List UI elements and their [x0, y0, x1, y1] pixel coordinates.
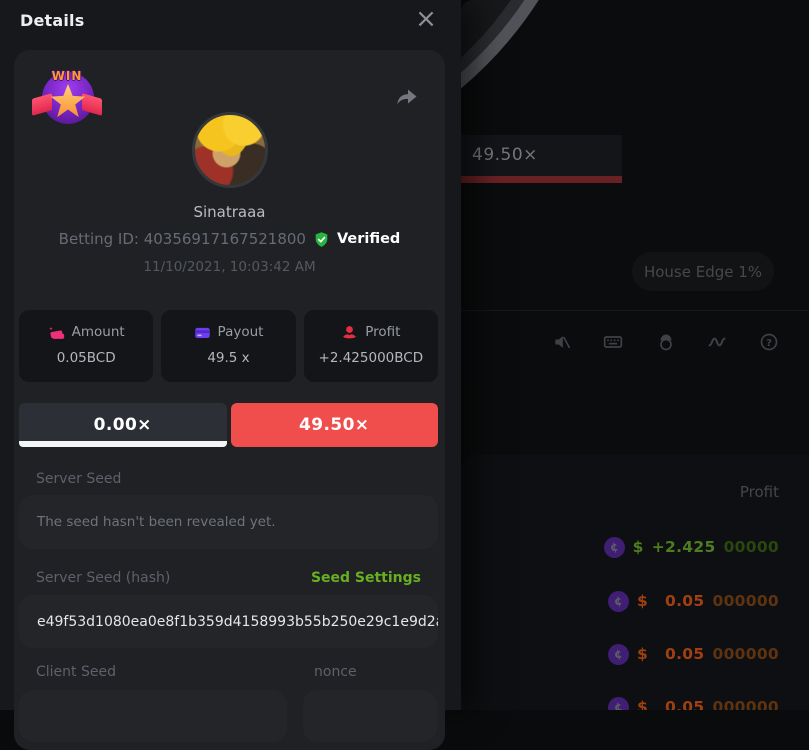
profit-value: 0.05	[665, 698, 705, 710]
stat-label: Payout	[217, 324, 264, 340]
server-seed-hash-input[interactable]: e49f53d1080ea0e8f1b359d4158993b55b250e29…	[19, 595, 438, 648]
profit-value-trailing: 000000	[712, 645, 779, 663]
server-seed-hash-label: Server Seed (hash)	[36, 570, 171, 586]
bets-table-panel: Profit ¢ $ +2.425 00000 ¢ $0.05 000000 ¢ $0…	[461, 455, 809, 710]
server-seed-label: Server Seed	[36, 471, 122, 487]
house-edge-badge[interactable]: House Edge 1%	[632, 252, 774, 291]
stat-label: Profit	[365, 324, 401, 340]
stat-value: 49.5 x	[207, 350, 250, 366]
verified-shield-icon	[313, 231, 330, 248]
card-icon	[194, 325, 211, 340]
profit-value: 0.05	[665, 592, 705, 610]
profit-value: +2.425	[651, 538, 716, 556]
currency-symbol: $	[636, 645, 649, 663]
share-icon[interactable]	[395, 86, 419, 108]
coin-icon: ¢	[607, 643, 629, 665]
profit-value-trailing: 000000	[712, 592, 779, 610]
profit-value-trailing: 00000	[723, 538, 779, 556]
client-seed-input[interactable]	[19, 690, 287, 742]
profit-value: 0.05	[665, 645, 705, 663]
stat-value: 0.05BCD	[56, 350, 116, 366]
bet-row[interactable]: ¢ $0.05 000000	[607, 693, 779, 710]
multiplier-row: 0.00× 49.50×	[19, 403, 438, 447]
betting-id-row: Betting ID: 40356917167521800 Verified	[14, 230, 445, 248]
start-multiplier: 0.00×	[19, 403, 227, 447]
win-badge-icon: WIN	[32, 66, 102, 130]
betting-id: Betting ID: 40356917167521800	[58, 230, 306, 248]
trends-icon[interactable]	[707, 332, 727, 352]
game-toolbar: ?	[461, 310, 809, 372]
stat-profit: Profit +2.425000BCD	[303, 310, 438, 382]
modal-title: Details	[20, 11, 85, 30]
stats-row: Amount 0.05BCD Payout 49.5 x P	[19, 310, 438, 382]
help-icon[interactable]: ?	[759, 332, 779, 352]
seed-icon[interactable]	[656, 332, 676, 352]
stat-value: +2.425000BCD	[318, 350, 424, 366]
nonce-input[interactable]	[303, 690, 437, 742]
bet-row[interactable]: ¢ $ +2.425 00000	[603, 533, 779, 561]
currency-symbol: $	[632, 538, 644, 556]
profit-column-header: Profit	[739, 483, 779, 501]
coin-icon: ¢	[607, 590, 629, 612]
username[interactable]: Sinatraaa	[193, 203, 266, 221]
stat-amount: Amount 0.05BCD	[19, 310, 154, 382]
profit-hand-icon	[341, 325, 358, 340]
profit-value-trailing: 000000	[712, 698, 779, 710]
stat-payout: Payout 49.5 x	[161, 310, 296, 382]
server-seed-input[interactable]: The seed hasn't been revealed yet.	[19, 495, 438, 549]
seed-settings-link[interactable]: Seed Settings	[310, 570, 421, 586]
round-result-underline	[461, 176, 622, 183]
details-modal: Details × WIN Sinatraaa Betting ID: 4035…	[0, 0, 461, 750]
coin-icon: ¢	[607, 696, 629, 710]
game-page-background: 49.50× House Edge 1% ? Profit ¢ $ +2	[461, 0, 809, 710]
stat-label: Amount	[71, 324, 125, 340]
result-multiplier: 49.50×	[230, 403, 438, 447]
bet-details-card: WIN Sinatraaa Betting ID: 40356917167521…	[14, 50, 445, 750]
money-icon	[48, 325, 65, 340]
svg-text:?: ?	[766, 338, 772, 349]
nonce-label: nonce	[314, 664, 357, 680]
sound-muted-icon[interactable]	[552, 332, 572, 352]
bet-row[interactable]: ¢ $0.05 000000	[607, 587, 779, 615]
currency-symbol: $	[636, 592, 649, 610]
bet-timestamp: 11/10/2021, 10:03:42 AM	[143, 259, 316, 275]
client-seed-label: Client Seed	[36, 664, 116, 680]
currency-symbol: $	[636, 698, 649, 710]
verified-label: Verified	[336, 231, 401, 247]
coin-icon: ¢	[603, 536, 625, 558]
round-result-box: 49.50×	[461, 135, 622, 176]
close-icon[interactable]: ×	[411, 2, 441, 36]
keyboard-icon[interactable]	[603, 332, 623, 352]
avatar[interactable]	[191, 112, 268, 188]
bet-row[interactable]: ¢ $0.05 000000	[607, 640, 779, 668]
